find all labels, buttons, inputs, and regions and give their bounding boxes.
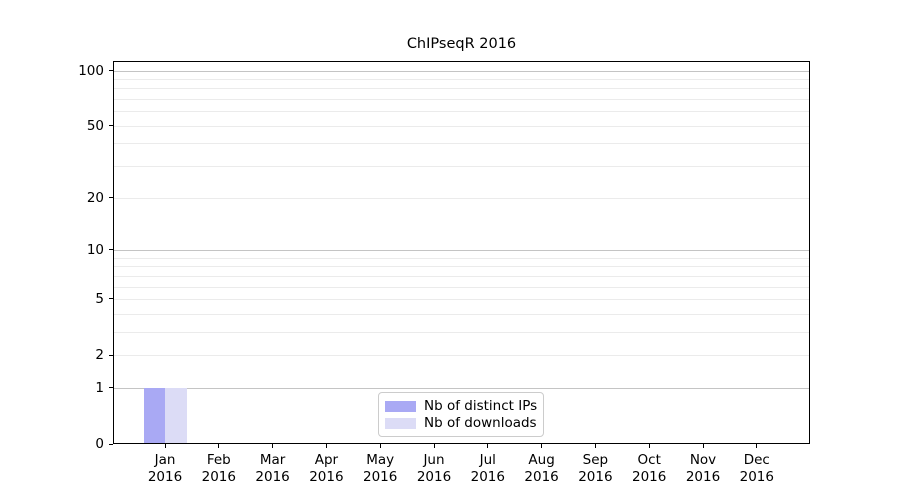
x-tick-month: Mar: [259, 452, 286, 468]
y-tick-mark: [109, 443, 113, 445]
x-tick-mark: [756, 444, 758, 448]
y-tick-label: 1: [95, 379, 104, 396]
x-tick-month: May: [366, 452, 395, 468]
x-tick-month: Nov: [689, 452, 717, 468]
minor-gridline: [113, 266, 810, 268]
x-tick-mark: [272, 444, 274, 448]
x-tick-label: Mar 2016: [233, 452, 313, 485]
x-tick-label: May 2016: [340, 452, 420, 485]
x-tick-label: Feb 2016: [179, 452, 259, 485]
y-tick-label: 10: [86, 241, 104, 258]
bar-distinct-ips: [143, 387, 165, 444]
x-tick-mark: [325, 444, 327, 448]
x-tick-year: 2016: [309, 468, 344, 485]
minor-gridline: [113, 331, 810, 333]
x-tick-month: Jan: [154, 452, 176, 468]
plot-area: [113, 61, 810, 444]
x-tick-mark: [648, 444, 650, 448]
minor-gridline: [113, 111, 810, 113]
minor-gridline: [113, 99, 810, 101]
minor-gridline: [113, 88, 810, 90]
y-tick-mark: [109, 125, 113, 127]
major-gridline: [113, 70, 810, 72]
x-tick-month: Dec: [743, 452, 770, 468]
y-tick-mark: [109, 249, 113, 251]
x-tick-mark: [594, 444, 596, 448]
x-tick-label: Apr 2016: [286, 452, 366, 485]
x-tick-year: 2016: [255, 468, 290, 485]
x-tick-label: Aug 2016: [502, 452, 582, 485]
x-tick-year: 2016: [578, 468, 613, 485]
minor-gridline: [113, 355, 810, 357]
x-tick-label: Jun 2016: [394, 452, 474, 485]
x-tick-month: Apr: [314, 452, 339, 468]
minor-gridline: [113, 298, 810, 300]
x-tick-month: Jun: [423, 452, 445, 468]
x-tick-month: Aug: [528, 452, 555, 468]
x-tick-month: Oct: [637, 452, 661, 468]
y-tick-mark: [109, 70, 113, 71]
x-tick-label: Jan 2016: [125, 452, 205, 485]
legend-label-distinct-ips: Nb of distinct IPs: [424, 398, 538, 414]
x-tick-year: 2016: [524, 468, 559, 485]
x-tick-label: Jul 2016: [448, 452, 528, 485]
x-tick-mark: [487, 444, 489, 448]
minor-gridline: [113, 275, 810, 277]
x-tick-month: Feb: [206, 452, 231, 468]
x-tick-mark: [433, 444, 435, 448]
x-tick-year: 2016: [739, 468, 774, 485]
x-tick-label: Sep 2016: [555, 452, 635, 485]
x-tick-year: 2016: [470, 468, 505, 485]
x-tick-label: Nov 2016: [663, 452, 743, 485]
y-tick-label: 2: [95, 347, 104, 364]
x-tick-month: Sep: [582, 452, 609, 468]
x-tick-month: Jul: [479, 452, 496, 468]
y-tick-label: 5: [95, 290, 104, 307]
y-tick-mark: [109, 298, 113, 300]
x-tick-year: 2016: [632, 468, 667, 485]
y-tick-mark: [109, 197, 113, 199]
major-gridline: [113, 249, 810, 251]
legend-label-downloads: Nb of downloads: [424, 414, 537, 431]
x-tick-mark: [379, 444, 381, 448]
minor-gridline: [113, 313, 810, 315]
minor-gridline: [113, 78, 810, 80]
bar-downloads: [165, 387, 187, 444]
legend: Nb of distinct IPs Nb of downloads: [378, 392, 544, 437]
x-tick-label: Oct 2016: [609, 452, 689, 485]
x-tick-mark: [218, 444, 220, 448]
x-tick-year: 2016: [201, 468, 236, 485]
legend-item-distinct-ips: Nb of distinct IPs: [385, 398, 541, 414]
x-tick-mark: [702, 444, 704, 448]
minor-gridline: [113, 197, 810, 199]
y-tick-label: 20: [86, 189, 104, 206]
downloads-swatch: [385, 417, 416, 429]
minor-gridline: [113, 143, 810, 145]
minor-gridline: [113, 286, 810, 288]
y-tick-label: 50: [86, 117, 104, 134]
x-tick-year: 2016: [416, 468, 452, 485]
x-tick-mark: [541, 444, 543, 448]
y-tick-label: 100: [78, 62, 104, 79]
y-tick-label: 0: [95, 436, 104, 452]
major-gridline: [113, 387, 810, 389]
y-tick-mark: [109, 354, 113, 356]
x-tick-year: 2016: [147, 468, 183, 485]
minor-gridline: [113, 257, 810, 259]
distinct-ips-swatch: [385, 401, 416, 413]
chart-title: ChIPseqR 2016: [406, 36, 517, 52]
x-tick-year: 2016: [685, 468, 721, 485]
minor-gridline: [113, 166, 810, 168]
minor-gridline: [113, 125, 810, 127]
legend-item-downloads: Nb of downloads: [385, 414, 541, 431]
x-tick-mark: [164, 444, 166, 448]
x-tick-year: 2016: [363, 468, 398, 485]
y-tick-mark: [109, 387, 113, 389]
x-tick-label: Dec 2016: [717, 452, 797, 485]
